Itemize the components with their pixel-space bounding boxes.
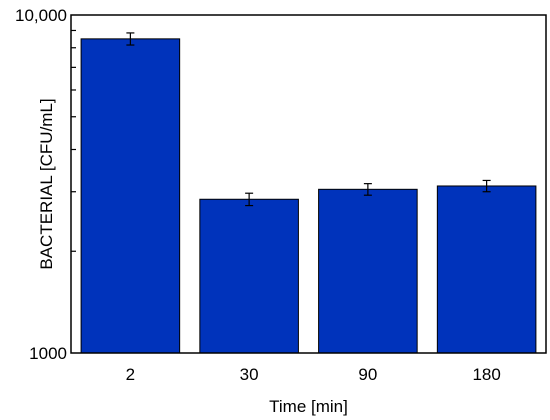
bars	[80, 38, 537, 354]
x-tick-label: 90	[358, 365, 377, 384]
bar-2	[80, 38, 181, 354]
x-axis-title: Time [min]	[269, 397, 348, 416]
error-bar-30	[245, 192, 254, 207]
error-bar-180	[482, 179, 491, 193]
error-bars	[126, 32, 491, 207]
x-tick-label: 2	[126, 365, 135, 384]
plot-frame	[70, 14, 547, 354]
x-tick-label: 180	[472, 365, 500, 384]
x-tick-labels: 2 30 90 180	[126, 365, 501, 384]
error-bar-2	[126, 32, 135, 46]
y-axis-title: BACTERIAL [CFU/mL]	[37, 98, 56, 269]
x-tick-label: 30	[240, 365, 259, 384]
y-minor-ticks	[71, 29, 76, 252]
y-tick-labels: 1000 10,000	[15, 6, 67, 363]
error-bar-90	[363, 183, 372, 196]
bar-30	[199, 198, 299, 354]
bar-180	[436, 185, 537, 354]
y-tick-label: 1000	[29, 344, 67, 363]
bar-90	[318, 188, 418, 354]
y-tick-label: 10,000	[15, 6, 67, 25]
